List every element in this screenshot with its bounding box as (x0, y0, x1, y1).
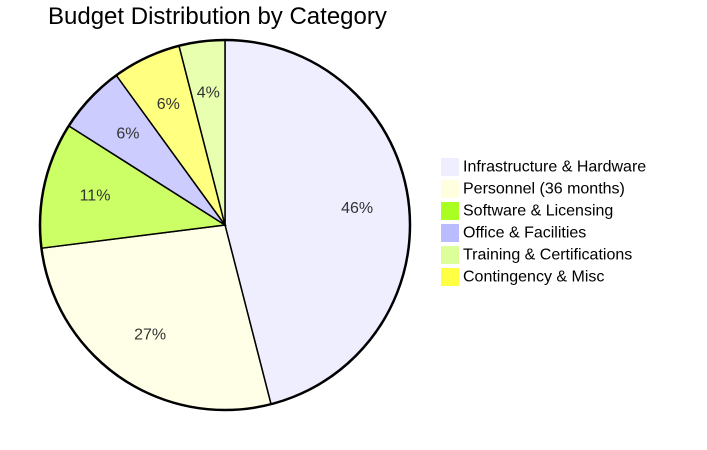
legend-label-training-certifications: Training & Certifications (463, 247, 632, 264)
slice-label-training-certifications: 4% (197, 84, 220, 101)
chart-title: Budget Distribution by Category (48, 3, 387, 30)
legend-swatch-training-certifications (441, 246, 459, 264)
slice-label-office-facilities: 6% (116, 125, 139, 142)
pie-slices (39, 39, 411, 411)
legend-label-contingency-misc: Contingency & Misc (463, 269, 604, 286)
legend-swatch-personnel-36-months (441, 180, 459, 198)
legend-label-infrastructure-hardware: Infrastructure & Hardware (463, 159, 646, 176)
slice-label-software-licensing: 11% (80, 187, 111, 204)
slice-label-infrastructure-hardware: 46% (341, 200, 373, 217)
legend-swatch-office-facilities (441, 224, 459, 242)
legend-label-software-licensing: Software & Licensing (463, 203, 613, 220)
slice-label-personnel-36-months: 27% (134, 327, 166, 344)
legend-swatch-software-licensing (441, 202, 459, 220)
legend-swatch-contingency-misc (441, 268, 459, 286)
legend-swatch-infrastructure-hardware (441, 158, 459, 176)
slice-label-contingency-misc: 6% (157, 96, 180, 113)
pie-outline (38, 38, 412, 412)
legend-label-personnel-36-months: Personnel (36 months) (463, 181, 625, 198)
legend: Infrastructure & Hardware Personnel (36 m… (441, 158, 646, 286)
pie-slice-labels: 46% 27% 11% 6% 6% 4% (80, 84, 374, 343)
legend-label-office-facilities: Office & Facilities (463, 225, 586, 242)
